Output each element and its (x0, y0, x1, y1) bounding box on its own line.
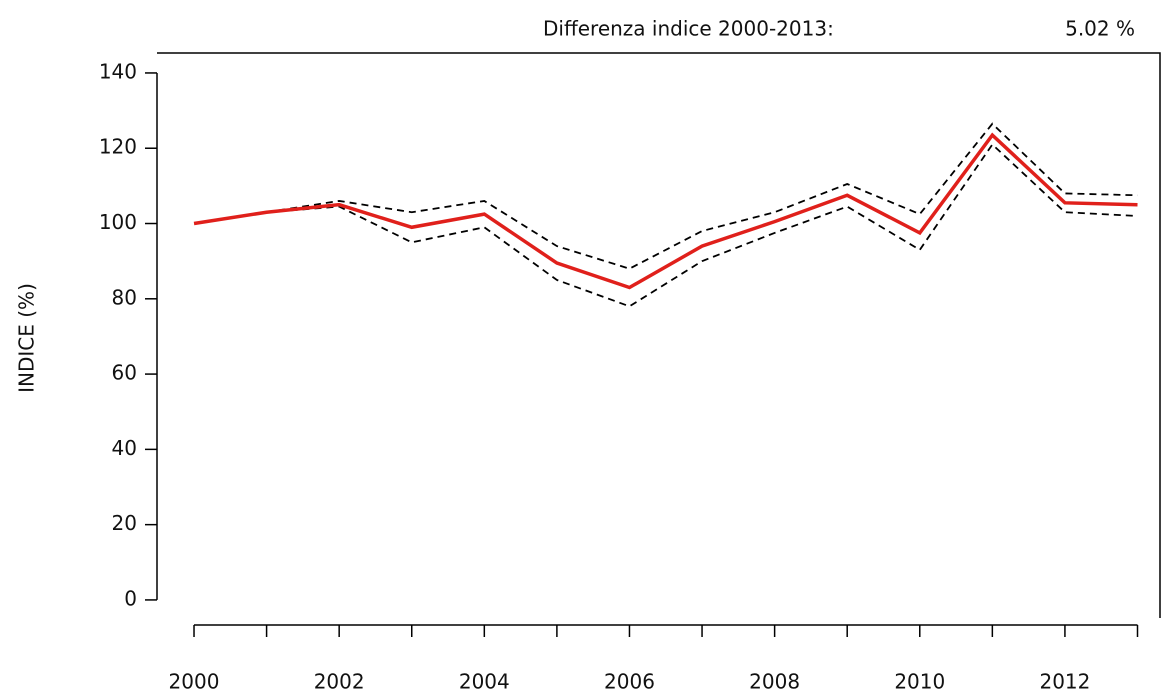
y-tick-label: 120 (99, 135, 137, 159)
bound-line (266, 143, 1138, 308)
y-tick-label: 80 (112, 285, 137, 309)
bound-line (266, 122, 1138, 270)
plot-frame (157, 52, 1161, 618)
y-tick-label: 20 (112, 511, 137, 535)
x-tick-label: 2012 (1039, 670, 1090, 694)
index-line (193, 132, 1138, 290)
x-tick-label: 2010 (894, 670, 945, 694)
y-tick-label: 60 (112, 361, 137, 385)
y-tick-label: 140 (99, 59, 137, 83)
x-tick-label: 2004 (459, 670, 510, 694)
y-tick-label: 100 (99, 210, 137, 234)
annotation-value: 5.02 % (1065, 17, 1135, 41)
y-axis-label: INDICE (%) (15, 283, 39, 393)
x-tick-label: 2002 (314, 670, 365, 694)
x-tick-label: 2000 (169, 670, 220, 694)
y-tick-label: 0 (124, 586, 137, 610)
y-tick-label: 40 (112, 436, 137, 460)
x-tick-label: 2008 (749, 670, 800, 694)
annotation-text: Differenza indice 2000-2013: (543, 17, 834, 41)
x-tick-label: 2006 (604, 670, 655, 694)
